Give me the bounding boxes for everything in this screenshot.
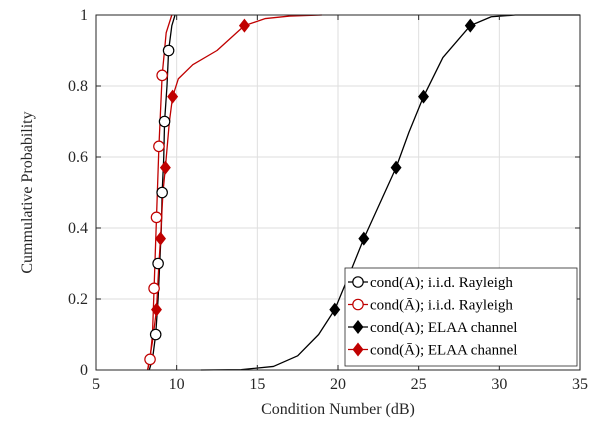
y-tick-label: 0.4 <box>68 220 88 237</box>
y-tick-label: 1 <box>80 7 88 24</box>
x-tick-label: 20 <box>330 376 346 393</box>
y-tick-label: 0.8 <box>68 78 88 95</box>
legend-entry-4: cond(Ā); ELAA channel <box>370 343 517 359</box>
legend-entry-3: cond(A); ELAA channel <box>370 320 517 336</box>
legend: cond(A); i.i.d. Rayleigh cond(Ā); i.i.d. … <box>344 267 578 367</box>
series-4-point <box>151 302 162 317</box>
series-2-point <box>144 353 156 366</box>
series-4-point <box>238 18 250 33</box>
y-tick-label: 0 <box>80 362 88 379</box>
legend-marker-3 <box>352 319 364 335</box>
series-2-point <box>156 69 168 82</box>
x-tick-label: 10 <box>169 376 185 393</box>
y-tick-label: 0.2 <box>68 291 88 308</box>
series-4-point <box>167 89 179 104</box>
y-tick-label: 0.6 <box>68 149 88 166</box>
ticks: 5 10 15 20 25 30 35 0 0.2 0.4 0.6 0.8 1 <box>68 7 588 393</box>
x-tick-label: 30 <box>491 376 507 393</box>
legend-box <box>344 267 578 367</box>
x-tick-label: 15 <box>249 376 265 393</box>
x-tick-label: 35 <box>572 376 588 393</box>
series-markers <box>144 18 476 366</box>
legend-marker-4 <box>352 342 364 357</box>
series-1-point <box>152 257 164 270</box>
series-1-point <box>158 115 171 128</box>
legend-marker-2 <box>352 298 364 311</box>
legend-entry-2: cond(Ā); i.i.d. Rayleigh <box>370 298 513 314</box>
series-line-4 <box>146 14 322 371</box>
series-4-point <box>159 160 171 175</box>
series-1-point <box>162 44 175 57</box>
x-tick-label: 5 <box>92 376 100 393</box>
x-axis-label: Condition Number (dB) <box>261 401 415 418</box>
series-3-point <box>358 231 370 246</box>
series-4-point <box>155 231 167 246</box>
series-3-point <box>418 89 429 104</box>
series-3-point <box>329 302 341 317</box>
series-3-point <box>390 160 402 175</box>
legend-marker-1 <box>352 276 364 288</box>
series-2-point <box>150 211 163 224</box>
series-1-point <box>156 186 168 199</box>
series-1-point <box>149 328 162 341</box>
series-3-point <box>464 18 476 33</box>
legend-entry-1: cond(A); i.i.d. Rayleigh <box>370 275 513 291</box>
y-axis-label: Cummulative Probability <box>19 111 36 273</box>
series-2-point <box>148 282 160 295</box>
series-line-3 <box>200 14 580 371</box>
x-tick-label: 25 <box>411 376 427 393</box>
series-2-point <box>153 140 165 153</box>
